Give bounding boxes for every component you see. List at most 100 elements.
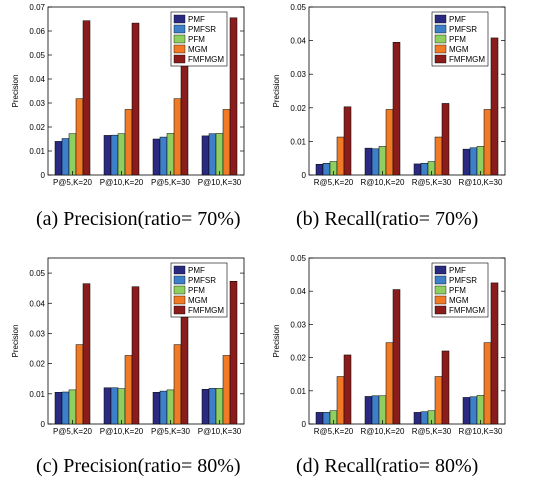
x-tick-label: P@5,K=30 <box>151 427 191 436</box>
x-tick-label: P@10,K=30 <box>198 178 242 187</box>
legend-swatch <box>173 305 186 315</box>
y-tick-label: 0.04 <box>290 37 306 46</box>
bar-pmf <box>462 397 471 425</box>
legend-label: MGM <box>188 45 208 54</box>
bar-pmfsr <box>208 133 217 176</box>
bar-mgm <box>222 109 231 176</box>
caption-c: (c) Precision(ratio= 80%) <box>36 455 241 477</box>
y-tick-label: 0 <box>302 420 307 429</box>
y-axis-label: Precision <box>11 75 20 108</box>
legend-swatch <box>173 265 186 275</box>
legend-swatch <box>434 14 447 24</box>
bar-pmf <box>364 396 373 425</box>
y-tick-label: 0.05 <box>29 269 45 278</box>
bar-pmfsr <box>61 391 70 425</box>
bar-pfm <box>166 389 175 425</box>
x-tick-label: P@5,K=20 <box>53 178 93 187</box>
y-tick-label: 0.02 <box>290 104 306 113</box>
legend-label: MGM <box>449 296 469 305</box>
bar-pmfsr <box>322 162 331 176</box>
legend-label: MGM <box>449 45 469 54</box>
legend-label: PMFSR <box>449 25 477 34</box>
bar-mgm <box>434 376 443 425</box>
bar-pfm <box>378 395 387 425</box>
bar-mgm <box>173 98 182 176</box>
y-tick-label: 0.05 <box>290 3 306 12</box>
legend-label: FMFMGM <box>449 306 485 315</box>
bar-pmf <box>413 163 422 176</box>
bar-pmf <box>364 147 373 176</box>
bar-pmf <box>315 163 324 176</box>
bar-pmfsr <box>159 136 168 176</box>
bar-pmfsr <box>420 162 429 176</box>
bar-fmfmgm <box>82 20 91 176</box>
legend-swatch <box>434 295 447 305</box>
bar-fmfmgm <box>490 282 499 425</box>
bar-pmf <box>103 135 112 176</box>
bar-mgm <box>385 109 394 176</box>
bar-pmf <box>152 138 161 176</box>
legend-swatch <box>434 275 447 285</box>
y-tick-label: 0.04 <box>29 75 45 84</box>
chart-panel-0: 0 0.01 0.02 0.03 0.04 0.05 0.06 0.07 Precision P@… <box>11 3 245 187</box>
bar-mgm <box>222 355 231 425</box>
legend-swatch <box>434 54 447 64</box>
bar-pmfsr <box>159 390 168 425</box>
y-tick-label: 0.01 <box>290 387 306 396</box>
bar-fmfmgm <box>392 42 401 176</box>
bar-fmfmgm <box>131 286 140 425</box>
bar-mgm <box>75 98 84 176</box>
y-axis-label: Precision <box>272 325 281 358</box>
bar-pmfsr <box>469 396 478 425</box>
bar-pfm <box>117 388 126 425</box>
legend-swatch <box>173 44 186 54</box>
bar-pfm <box>68 133 77 176</box>
y-tick-label: 0 <box>302 171 307 180</box>
bar-pfm <box>476 395 485 425</box>
caption-b: (b) Recall(ratio= 70%) <box>296 208 479 230</box>
x-tick-label: R@10,K=20 <box>361 427 405 436</box>
legend-label: FMFMGM <box>449 55 485 64</box>
bar-pmfsr <box>371 148 380 176</box>
y-tick-label: 0.03 <box>290 70 306 79</box>
bar-pmfsr <box>420 411 429 425</box>
legend-label: PMF <box>449 266 466 275</box>
bar-fmfmgm <box>229 280 238 425</box>
bar-mgm <box>483 109 492 176</box>
y-tick-label: 0.02 <box>290 354 306 363</box>
y-tick-label: 0.07 <box>29 3 45 12</box>
bar-mgm <box>75 344 84 425</box>
y-tick-label: 0.01 <box>29 147 45 156</box>
bar-pfm <box>378 146 387 176</box>
bar-pmf <box>54 141 63 176</box>
legend-swatch <box>173 275 186 285</box>
x-tick-label: R@5,K=30 <box>412 427 452 436</box>
bar-fmfmgm <box>343 106 352 176</box>
y-tick-label: 0.05 <box>290 254 306 263</box>
bar-mgm <box>336 136 345 176</box>
caption-a: (a) Precision(ratio= 70%) <box>36 208 241 230</box>
x-tick-label: P@10,K=20 <box>100 427 144 436</box>
y-axis-label: Precision <box>11 325 20 358</box>
legend-swatch <box>434 305 447 315</box>
legend-swatch <box>173 295 186 305</box>
bar-mgm <box>173 344 182 425</box>
legend-swatch <box>434 265 447 275</box>
legend-label: PMF <box>188 15 205 24</box>
bar-pmfsr <box>371 395 380 425</box>
bar-fmfmgm <box>490 37 499 176</box>
legend-label: PMFSR <box>188 25 216 34</box>
bar-pmfsr <box>322 412 331 425</box>
x-tick-label: P@10,K=20 <box>100 178 144 187</box>
x-tick-label: R@5,K=30 <box>412 178 452 187</box>
y-tick-label: 0.03 <box>290 320 306 329</box>
bar-pmf <box>103 387 112 425</box>
bar-pfm <box>476 146 485 176</box>
y-tick-label: 0.02 <box>29 360 45 369</box>
legend-swatch <box>434 285 447 295</box>
